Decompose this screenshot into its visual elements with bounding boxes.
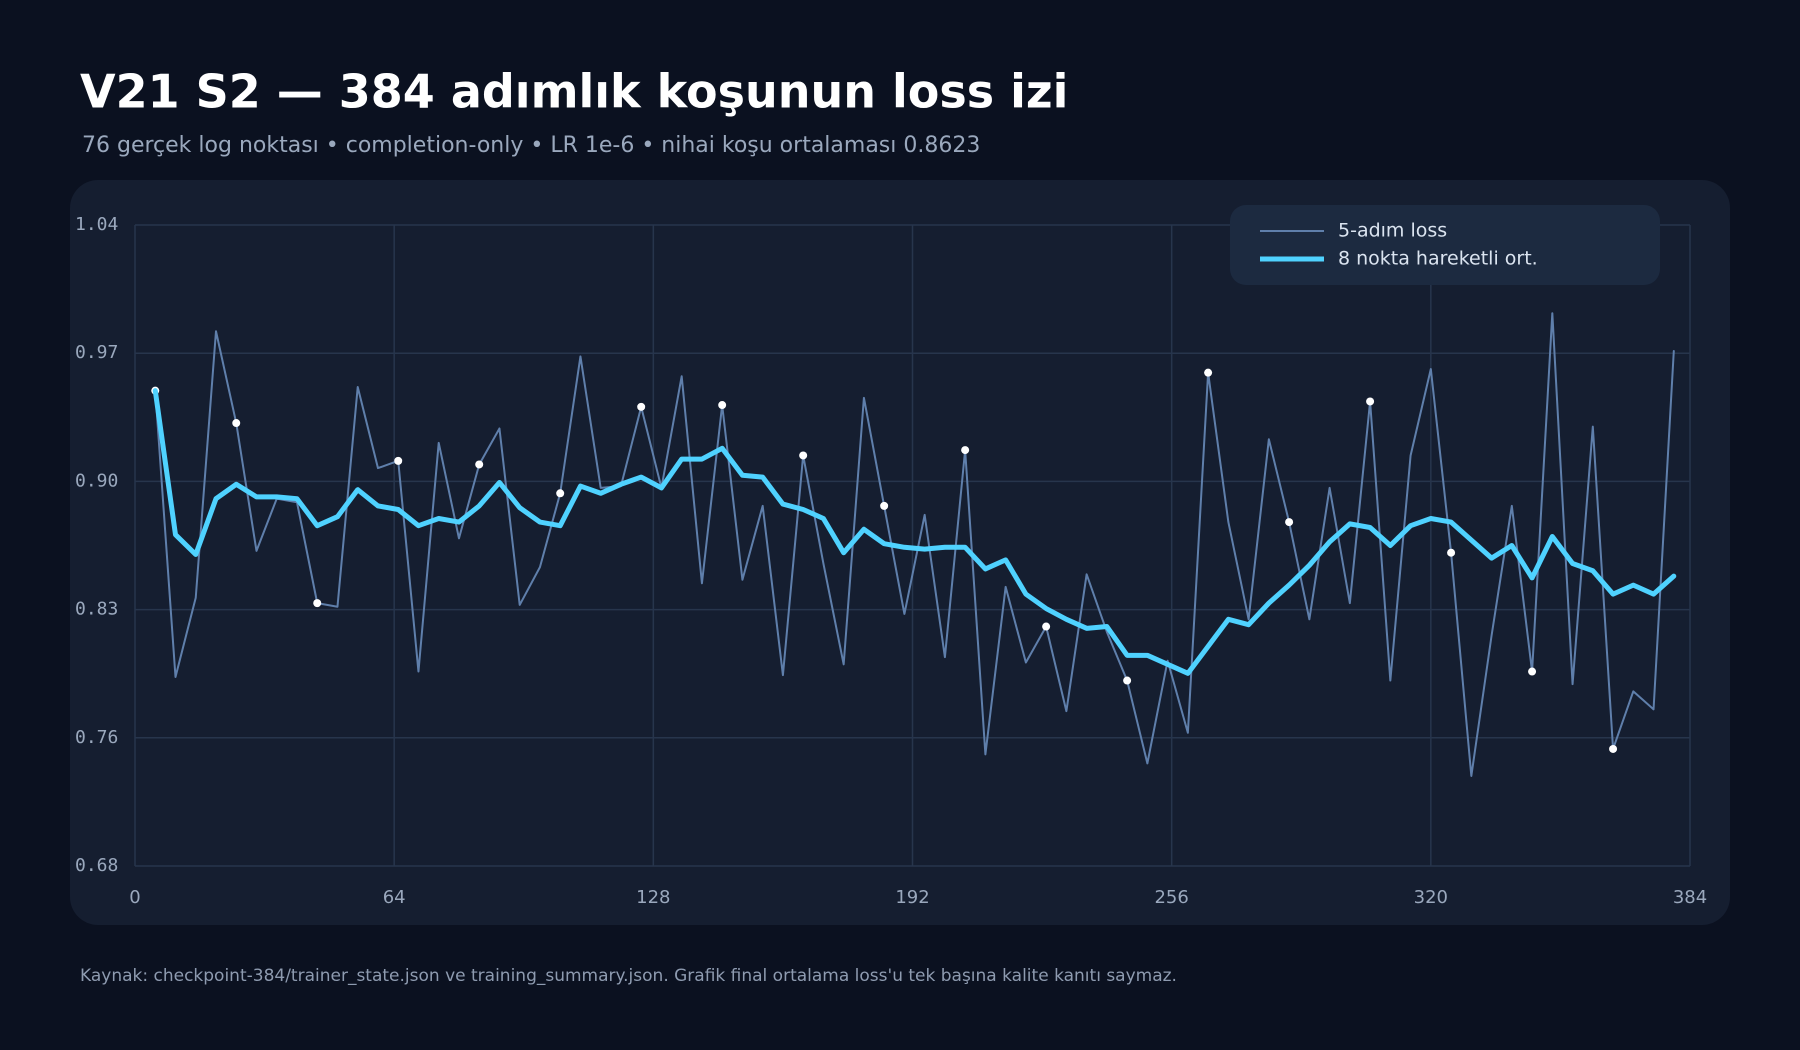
y-tick-label: 0.90 (75, 470, 118, 491)
data-point (880, 501, 889, 510)
data-point (637, 402, 646, 411)
y-tick-label: 1.04 (75, 214, 118, 235)
x-tick-label: 192 (895, 887, 929, 908)
x-tick-label: 320 (1414, 887, 1448, 908)
data-point (1528, 667, 1537, 676)
x-tick-label: 256 (1154, 887, 1188, 908)
chart-title: V21 S2 — 384 adımlık koşunun loss izi (80, 65, 1068, 119)
y-tick-label: 0.76 (75, 727, 118, 748)
y-tick-label: 0.83 (75, 599, 118, 620)
legend-label: 8 nokta hareketli ort. (1338, 248, 1538, 270)
data-point (1123, 676, 1132, 685)
data-point (232, 419, 241, 428)
data-point (1609, 744, 1618, 753)
data-point (313, 599, 322, 608)
legend-box (1230, 205, 1660, 285)
y-tick-label: 0.97 (75, 342, 118, 363)
data-point (1447, 548, 1456, 557)
legend-label: 5-adım loss (1338, 220, 1447, 242)
chart-panel (70, 180, 1730, 925)
series-line (154, 312, 1675, 777)
data-point (394, 456, 403, 465)
y-tick-label: 0.68 (75, 855, 118, 876)
data-point (1204, 368, 1213, 377)
data-point (1042, 622, 1051, 631)
data-point (799, 451, 808, 460)
data-point (475, 460, 484, 469)
data-point (1366, 397, 1375, 406)
data-point (961, 446, 970, 455)
x-tick-label: 0 (129, 887, 140, 908)
data-point (718, 401, 727, 410)
data-point (1285, 518, 1294, 527)
x-tick-label: 128 (636, 887, 670, 908)
series-line (152, 388, 1677, 676)
x-tick-label: 64 (383, 887, 406, 908)
chart-subtitle: 76 gerçek log noktası • completion-only … (82, 133, 980, 158)
x-tick-label: 384 (1673, 887, 1707, 908)
data-point (556, 489, 565, 498)
source-note: Kaynak: checkpoint-384/trainer_state.jso… (80, 966, 1177, 986)
